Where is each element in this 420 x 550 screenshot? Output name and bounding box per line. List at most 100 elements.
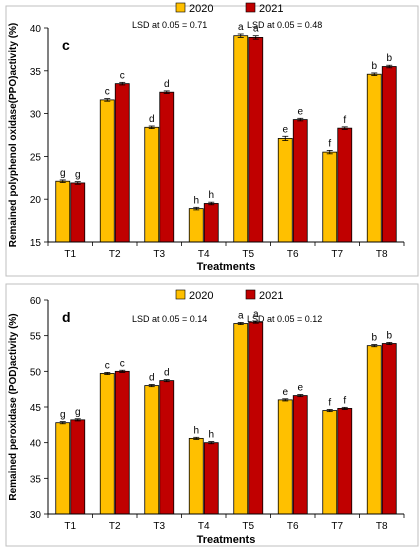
significance-letter: g <box>75 170 81 181</box>
bar-2020-T2 <box>99 99 115 243</box>
bar-2021-T3 <box>159 380 175 515</box>
significance-letter: a <box>253 309 259 320</box>
lsd-annotation: LSD at 0.05 = 0.14 <box>132 314 207 324</box>
significance-letter: h <box>208 190 214 201</box>
panel-label: d <box>62 309 71 325</box>
bar-2020-T5 <box>233 35 249 243</box>
x-axis-label: Treatments <box>197 261 256 273</box>
bar-2021-T8 <box>381 66 397 243</box>
significance-letter: c <box>120 358 125 369</box>
significance-letter: b <box>386 53 392 64</box>
significance-letter: h <box>193 425 199 436</box>
x-tick-label: T4 <box>198 521 210 532</box>
bar-2020-T1 <box>55 180 71 243</box>
y-tick-label: 25 <box>30 152 42 163</box>
significance-letter: b <box>386 330 392 341</box>
chart-frame <box>5 5 419 277</box>
significance-letter: d <box>149 373 155 384</box>
y-tick-label: 55 <box>30 332 42 343</box>
x-tick-label: T5 <box>242 521 254 532</box>
bar-2021-T6 <box>292 119 308 243</box>
x-tick-label: T1 <box>64 249 76 260</box>
x-tick-label: T4 <box>198 249 210 260</box>
significance-letter: b <box>371 61 377 72</box>
x-tick-label: T8 <box>376 249 388 260</box>
significance-letter: e <box>297 383 303 394</box>
lsd-annotation: LSD at 0.05 = 0.48 <box>247 20 322 30</box>
y-tick-label: 20 <box>30 195 42 206</box>
y-axis-label: Remained polyphenol oxidase(PPO)activity… <box>8 23 19 248</box>
y-tick-label: 40 <box>30 24 42 35</box>
significance-letter: e <box>282 387 288 398</box>
bar-2021-T1 <box>70 419 86 515</box>
x-tick-label: T6 <box>287 521 299 532</box>
legend-label: 2020 <box>189 290 213 302</box>
significance-letter: g <box>75 407 81 418</box>
significance-letter: b <box>371 333 377 344</box>
bar-2021-T5 <box>248 37 264 243</box>
significance-letter: a <box>238 22 244 33</box>
significance-letter: d <box>149 114 155 125</box>
bar-2020-T2 <box>99 373 115 515</box>
y-tick-label: 50 <box>30 367 42 378</box>
lsd-annotation: LSD at 0.05 = 0.71 <box>132 20 207 30</box>
bar-2020-T3 <box>144 385 160 515</box>
lsd-annotation: LSD at 0.05 = 0.12 <box>247 314 322 324</box>
legend-swatch-2021 <box>245 289 256 300</box>
bar-2021-T2 <box>114 83 130 243</box>
x-tick-label: T3 <box>153 521 165 532</box>
significance-letter: g <box>60 168 66 179</box>
bar-2020-T5 <box>233 323 249 515</box>
significance-letter: c <box>105 360 110 371</box>
legend-label: 2021 <box>259 290 283 302</box>
x-tick-label: T2 <box>109 521 121 532</box>
significance-letter: a <box>238 310 244 321</box>
significance-letter: f <box>328 138 331 149</box>
significance-letter: f <box>328 397 331 408</box>
bar-2021-T7 <box>337 408 353 515</box>
bar-2021-T8 <box>381 343 397 515</box>
x-tick-label: T7 <box>331 521 343 532</box>
y-axis-label: Remained peroxidase (POD)activity (%) <box>8 313 19 500</box>
y-tick-label: 30 <box>30 510 42 521</box>
x-axis-label: Treatments <box>197 534 256 546</box>
legend-swatch-2020 <box>175 289 186 300</box>
y-tick-label: 35 <box>30 67 42 78</box>
y-tick-label: 60 <box>30 296 42 307</box>
significance-letter: g <box>60 410 66 421</box>
bar-2021-T1 <box>70 182 86 243</box>
bar-2020-T8 <box>366 345 382 515</box>
bar-2021-T7 <box>337 127 353 243</box>
significance-letter: h <box>208 430 214 441</box>
y-tick-label: 30 <box>30 110 42 121</box>
bar-2020-T7 <box>322 151 338 243</box>
bar-2021-T2 <box>114 370 130 515</box>
x-tick-label: T2 <box>109 249 121 260</box>
significance-letter: f <box>343 395 346 406</box>
y-tick-label: 15 <box>30 238 42 249</box>
bar-2020-T6 <box>277 399 293 515</box>
significance-letter: a <box>253 24 259 35</box>
significance-letter: d <box>164 368 170 379</box>
significance-letter: f <box>343 115 346 126</box>
bar-2020-T7 <box>322 410 338 515</box>
significance-letter: d <box>164 79 170 90</box>
significance-letter: e <box>282 124 288 135</box>
bar-2021-T5 <box>248 321 264 515</box>
x-tick-label: T5 <box>242 249 254 260</box>
legend-swatch-2020 <box>175 2 186 13</box>
significance-letter: e <box>297 106 303 117</box>
bar-2020-T1 <box>55 422 71 515</box>
bar-2021-T4 <box>203 442 219 515</box>
bar-2020-T3 <box>144 126 160 243</box>
legend-swatch-2021 <box>245 2 256 13</box>
bar-2020-T8 <box>366 73 382 243</box>
significance-letter: c <box>120 70 125 81</box>
y-tick-label: 35 <box>30 474 42 485</box>
y-tick-label: 40 <box>30 439 42 450</box>
significance-letter: h <box>193 195 199 206</box>
y-tick-label: 45 <box>30 403 42 414</box>
